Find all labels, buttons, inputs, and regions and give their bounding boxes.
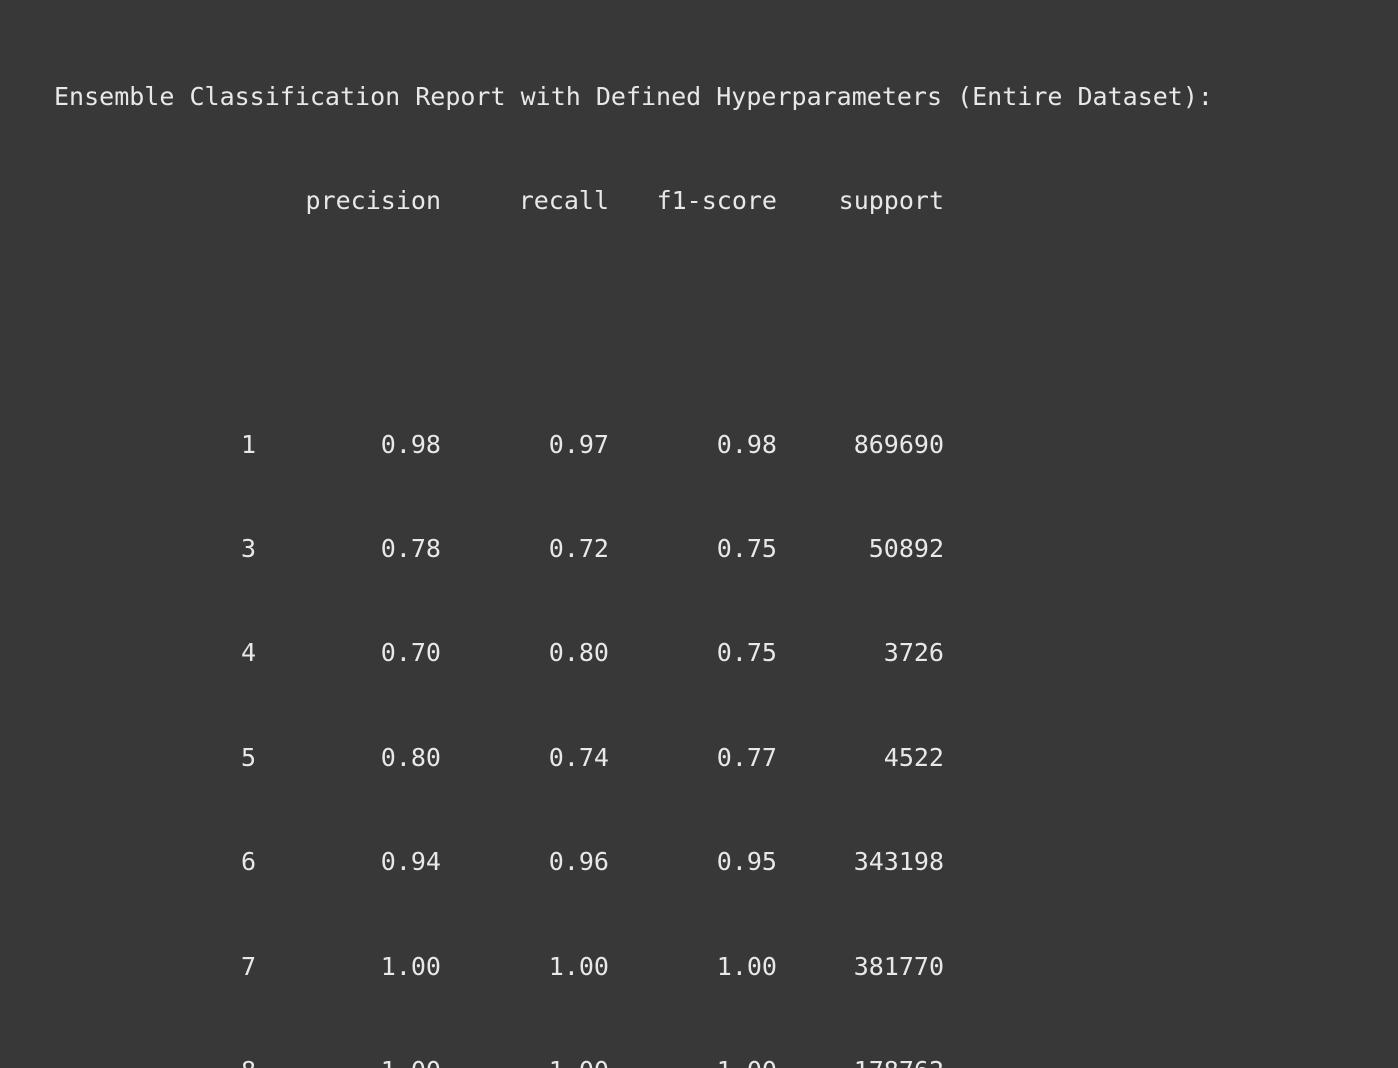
row-support: 3726 (883, 638, 944, 668)
row-label: 7 (240, 951, 256, 981)
row-recall: 1.00 (441, 1054, 609, 1068)
row-label: 3 (240, 533, 256, 563)
header-recall: recall (518, 185, 609, 215)
row-recall: 0.96 (548, 847, 609, 877)
row-precision: 1.00 (256, 1054, 441, 1068)
row-f1-score: 1.00 (609, 1054, 777, 1068)
row-recall: 0.80 (548, 638, 609, 668)
row-support: 50892 (868, 533, 944, 563)
row-f1-score: 0.75 (716, 638, 777, 668)
row-support: 178762 (777, 1054, 944, 1068)
header-support: support (838, 185, 944, 215)
row-label: 4 (240, 638, 256, 668)
row-recall: 1.00 (548, 951, 609, 981)
table-row: 81.001.001.00178762 (54, 1054, 1213, 1068)
row-recall: 0.74 (548, 742, 609, 772)
row-label: 6 (240, 847, 256, 877)
blank-line (54, 288, 1213, 323)
row-support: 381770 (853, 951, 944, 981)
row-recall: 0.72 (548, 533, 609, 563)
row-recall: 0.97 (548, 429, 609, 459)
row-precision: 0.80 (380, 742, 441, 772)
row-f1-score: 0.75 (716, 533, 777, 563)
row-support: 869690 (853, 429, 944, 459)
classification-report-output: Ensemble Classification Report with Defi… (54, 10, 1213, 1068)
row-precision: 0.70 (380, 638, 441, 668)
row-precision: 0.98 (380, 429, 441, 459)
row-f1-score: 1.00 (716, 951, 777, 981)
table-row: 1 0.98 0.97 0.98 869690 (54, 428, 1213, 463)
table-row: 4 0.70 0.80 0.75 3726 (54, 636, 1213, 671)
row-label: 8 (54, 1054, 256, 1068)
row-precision: 1.00 (380, 951, 441, 981)
row-label: 1 (240, 429, 256, 459)
row-f1-score: 0.95 (716, 847, 777, 877)
table-row: 3 0.78 0.72 0.75 50892 (54, 532, 1213, 567)
row-label: 5 (240, 742, 256, 772)
row-f1-score: 0.98 (716, 429, 777, 459)
row-precision: 0.78 (380, 533, 441, 563)
row-precision: 0.94 (380, 847, 441, 877)
row-support: 343198 (853, 847, 944, 877)
header-precision: precision (305, 185, 441, 215)
table-row: 7 1.00 1.00 1.00 381770 (54, 950, 1213, 985)
table-row: 5 0.80 0.74 0.77 4522 (54, 741, 1213, 776)
header-f1-score: f1-score (656, 185, 777, 215)
table-row: 6 0.94 0.96 0.95 343198 (54, 845, 1213, 880)
row-support: 4522 (883, 742, 944, 772)
report-title: Ensemble Classification Report with Defi… (54, 81, 1213, 111)
header-row: precision recall f1-score support (54, 184, 1213, 219)
row-f1-score: 0.77 (716, 742, 777, 772)
